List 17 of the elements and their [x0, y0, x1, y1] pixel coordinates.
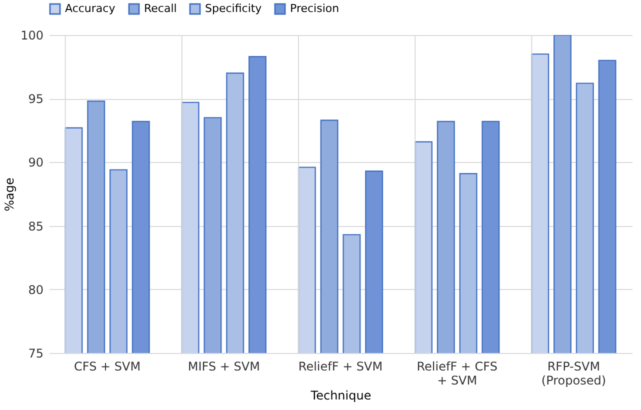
legend-label: Precision — [290, 2, 340, 15]
y-tick-label: 75 — [28, 346, 44, 360]
y-tick-label: 90 — [28, 156, 44, 170]
y-tick-label: 85 — [28, 219, 44, 234]
y-tick-label: 95 — [28, 92, 44, 106]
x-axis-title: Technique — [310, 388, 372, 402]
y-axis-title: %age — [2, 178, 17, 212]
x-tick-label: MIFS + SVM — [188, 360, 260, 374]
y-tick-label: 100 — [20, 28, 44, 42]
legend-label: Specificity — [205, 2, 262, 15]
x-tick-label: RFP-SVM (Proposed) — [541, 360, 606, 388]
x-tick-label: CFS + SVM — [74, 360, 141, 374]
x-tick-label: ReliefF + CFS + SVM — [416, 360, 498, 388]
legend-label: Accuracy — [65, 2, 116, 15]
y-tick-label: 80 — [28, 282, 44, 297]
legend-label: Recall — [144, 2, 177, 15]
x-tick-label: ReliefF + SVM — [298, 360, 383, 374]
